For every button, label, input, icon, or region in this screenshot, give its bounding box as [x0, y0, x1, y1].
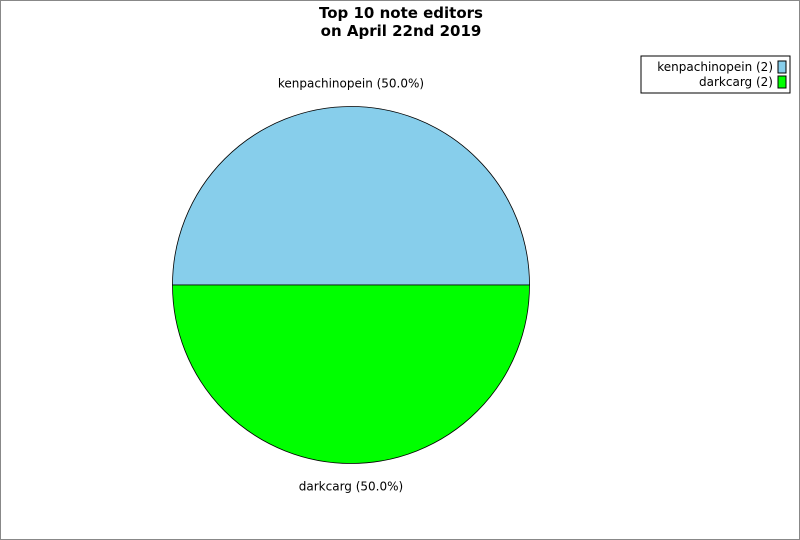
slice-label-darkcarg: darkcarg (50.0%) — [299, 480, 403, 494]
legend-label-kenpachinopein: kenpachinopein (2) — [657, 60, 773, 74]
legend-label-darkcarg: darkcarg (2) — [699, 75, 773, 89]
slice-label-kenpachinopein: kenpachinopein (50.0%) — [278, 77, 424, 91]
chart-title-line-2: on April 22nd 2019 — [321, 22, 482, 40]
legend-swatch-kenpachinopein — [777, 60, 787, 74]
chart-title-line-1: Top 10 note editors — [319, 4, 483, 22]
legend-box — [640, 55, 791, 94]
legend-swatch-darkcarg — [777, 75, 787, 89]
pie-slice-kenpachinopein — [172, 106, 530, 286]
pie-slice-darkcarg — [172, 284, 530, 464]
